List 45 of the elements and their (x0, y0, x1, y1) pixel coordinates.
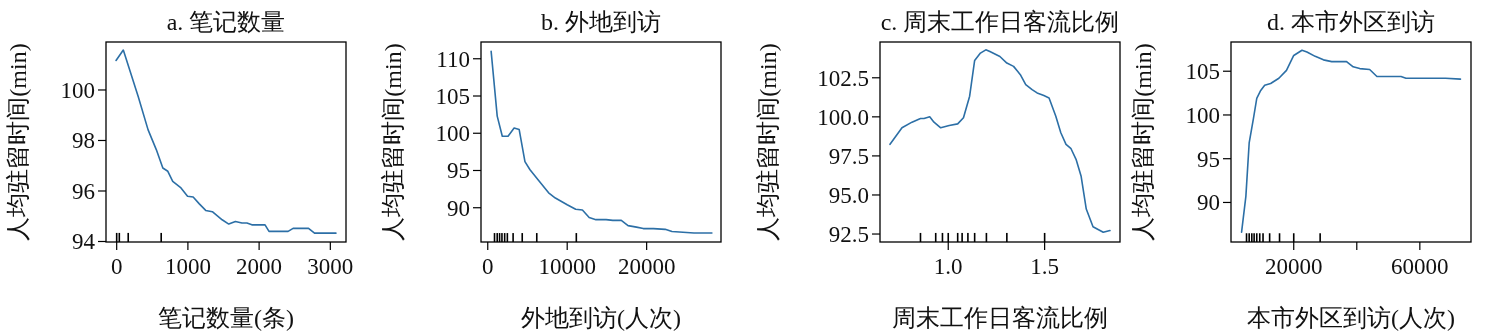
x-tick-label: 20000 (1264, 254, 1323, 279)
y-tick-label: 90 (1197, 190, 1220, 216)
x-tick-label: 3000 (307, 254, 354, 279)
y-tick-label: 100.0 (817, 104, 869, 130)
x-axis-title: 笔记数量(条) (158, 305, 294, 331)
x-tick-label: 10000 (538, 254, 596, 279)
y-tick-label: 105 (1185, 59, 1220, 85)
y-tick-label: 102.5 (817, 65, 869, 91)
chart-title: a. 笔记数量 (166, 9, 286, 35)
line-series (115, 49, 337, 234)
x-tick-label: 1.0 (933, 254, 963, 279)
line-series (490, 50, 713, 234)
x-tick-label: 20000 (617, 254, 676, 279)
x-axis-title: 周末工作日客流比例 (892, 305, 1108, 331)
y-tick-label: 90 (447, 195, 470, 221)
line-series (889, 49, 1111, 234)
y-tick-label: 105 (435, 84, 470, 109)
x-axis-title: 本市外区到访(人次) (1247, 305, 1455, 331)
y-tick-label: 95 (447, 158, 470, 184)
x-tick-label: 60000 (1391, 254, 1449, 279)
chart-title: c. 周末工作日客流比例 (880, 9, 1120, 35)
y-tick-label: 100 (435, 121, 470, 147)
line-series (1240, 49, 1462, 233)
x-tick-label: 0 (110, 254, 123, 279)
y-axis-title: 人均驻留时间(min) (380, 43, 406, 241)
y-tick-label: 94 (72, 229, 96, 255)
y-tick-label: 97.5 (828, 143, 869, 169)
x-axis-title: 外地到访(人次) (521, 305, 681, 331)
chart-title: d. 本市外区到访 (1267, 9, 1435, 35)
y-axis-title: 人均驻留时间(min) (755, 43, 781, 241)
y-tick-label: 95 (1197, 146, 1220, 172)
y-tick-label: 100 (1185, 102, 1220, 128)
y-tick-label: 96 (72, 178, 95, 204)
y-axis-title: 人均驻留时间(min) (5, 43, 31, 241)
y-tick-label: 110 (436, 46, 470, 72)
x-tick-label: 1.5 (1030, 254, 1059, 279)
y-tick-label: 92.5 (828, 222, 869, 248)
x-tick-label: 0 (482, 254, 494, 279)
x-tick-label: 2000 (236, 254, 283, 279)
y-axis-title: 人均驻留时间(min) (1130, 43, 1156, 241)
x-tick-label: 1000 (164, 254, 211, 279)
y-tick-label: 95.0 (828, 182, 869, 208)
y-tick-label: 98 (72, 128, 95, 154)
y-tick-label: 100 (60, 77, 95, 103)
chart-title: b. 外地到访 (541, 9, 661, 35)
